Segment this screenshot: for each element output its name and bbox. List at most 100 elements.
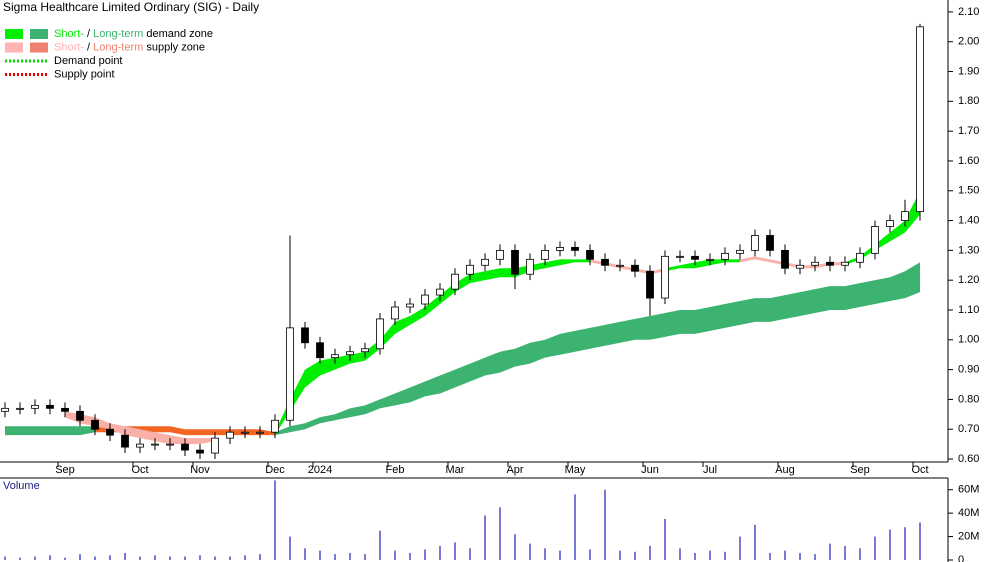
volume-bar [334,554,336,560]
volume-bar [94,556,96,560]
y-tick-label: 0.90 [958,364,979,376]
volume-bar [394,550,396,560]
legend-entry: Short- / Long-term supply zone [54,41,205,53]
y-tick-label: 1.70 [958,125,979,137]
volume-title: Volume [3,480,40,492]
volume-bar [229,556,231,560]
candle-body [916,26,924,213]
candle-body [841,261,849,266]
candle-body [286,327,294,421]
volume-bar [859,548,861,560]
y-tick-label: 1.00 [958,334,979,346]
legend-text: Demand point [54,55,123,67]
volume-bar [694,552,696,560]
candle-body [496,249,504,260]
candle-body [871,226,879,254]
candle-body [166,443,174,446]
candle-body [766,235,774,251]
y-tick-label: 2.00 [958,36,979,48]
candle-body [91,419,99,430]
volume-bar [154,555,156,560]
candle-body [676,255,684,258]
x-tick-label: Feb [386,464,405,476]
candle-body [901,211,909,221]
candle-body [46,404,54,409]
candle-body [826,261,834,266]
volume-bar [214,556,216,560]
volume-bar [829,543,831,560]
y-tick-label: 60M [958,484,979,496]
candle-body [736,249,744,254]
candle-body [376,318,384,350]
volume-bar [889,529,891,560]
candle-body [706,258,714,261]
candle-body [361,348,369,353]
chart-title: Sigma Healthcare Limited Ordinary (SIG) … [3,0,259,14]
volume-bar [844,545,846,560]
volume-bar [919,522,921,560]
legend-text: Short- [54,41,84,53]
y-tick-label: 1.60 [958,155,979,167]
zone-band [275,262,920,436]
candle-body [451,273,459,290]
volume-bar [259,554,261,560]
candle-body [616,264,624,267]
candle-body [571,246,579,251]
candle-body [391,306,399,320]
x-tick-label: Jul [703,464,717,476]
legend-swatch [30,29,48,39]
candle-body [331,354,339,359]
y-tick-label: 0.80 [958,393,979,405]
volume-bar [814,554,816,560]
y-tick-label: 0.60 [958,453,979,465]
legend-text: / [84,28,93,40]
volume-bar [139,556,141,560]
candle-body [271,419,279,433]
volume-bar [499,507,501,560]
volume-bar [379,530,381,560]
candle-body [466,264,474,275]
volume-bar [454,542,456,560]
candle-body [241,431,249,434]
volume-bar [754,524,756,560]
legend-text: Long-term [93,41,143,53]
volume-bar [124,552,126,560]
volume-bar [559,550,561,560]
candle-body [346,351,354,356]
volume-bar [514,534,516,560]
volume-bar [679,548,681,560]
candle-body [436,288,444,296]
y-tick-label: 1.10 [958,304,979,316]
candle-body [646,270,654,299]
volume-bar [199,555,201,560]
candle-body [76,410,84,421]
legend-text: demand zone [143,28,213,40]
volume-bar [109,555,111,560]
candle-body [421,294,429,305]
candle-body [211,437,219,454]
volume-bar [304,548,306,560]
candle-body [121,434,129,448]
y-tick-label: 0.70 [958,423,979,435]
volume-bar [79,554,81,560]
y-tick-label: 1.80 [958,95,979,107]
legend-entry: Short- / Long-term demand zone [54,28,213,40]
x-tick-label: Mar [446,464,465,476]
volume-bar [34,556,36,560]
candle-body [256,431,264,434]
candle-body [586,249,594,260]
volume-bar [424,549,426,560]
candle-body [16,407,24,410]
candle-body [811,261,819,266]
candle-body [151,443,159,446]
candle-body [661,255,669,299]
volume-bar [289,536,291,560]
volume-bar [349,552,351,560]
x-tick-label: Aug [775,464,795,476]
candle-body [541,249,549,260]
volume-bar [574,494,576,560]
candle-body [106,428,114,436]
legend-text: Short- [54,28,84,40]
